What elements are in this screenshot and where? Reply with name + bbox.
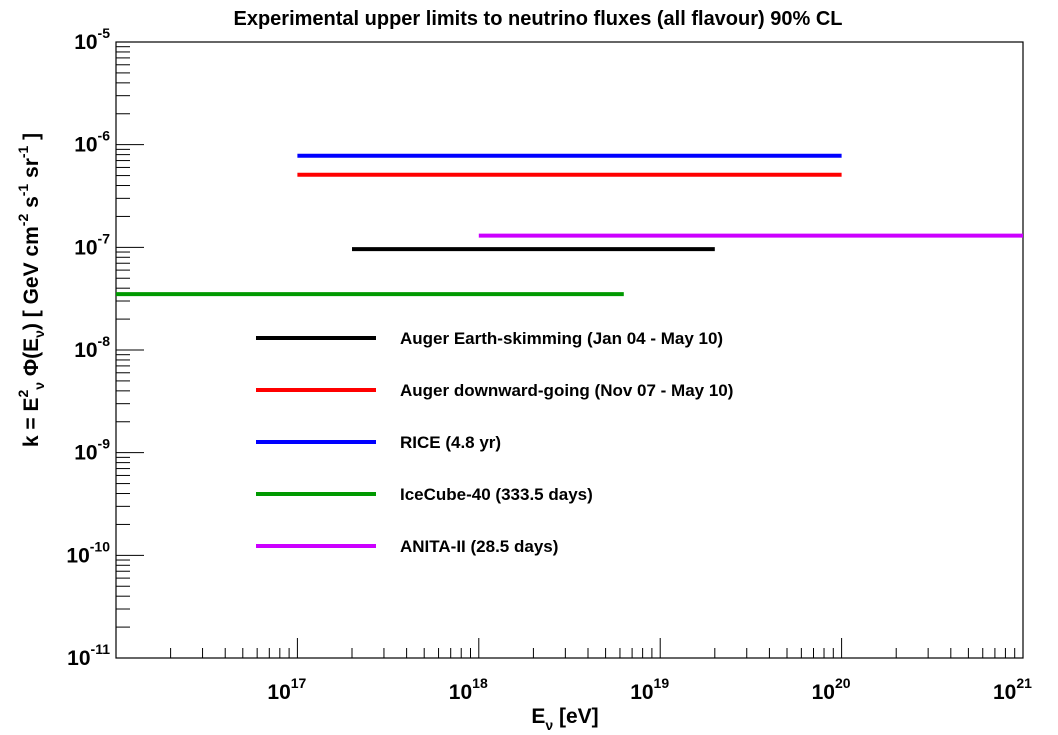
y-tick-label: 10-10 [66, 538, 110, 567]
y-tick-label: 10-5 [74, 25, 110, 54]
x-tick-labels: 1017 1018 1019 1020 1021 [267, 675, 1032, 704]
legend-label-5: ANITA-II (28.5 days) [400, 537, 558, 556]
legend-label-4: IceCube-40 (333.5 days) [400, 485, 593, 504]
series-lines [116, 153, 1023, 297]
y-tick-label: 10-7 [74, 230, 110, 259]
legend-label-3: RICE (4.8 yr) [400, 433, 501, 452]
legend: Auger Earth-skimming (Jan 04 - May 10) Au… [256, 329, 733, 556]
plot-frame [115, 41, 1024, 659]
axis-ticks [115, 46, 1016, 659]
y-axis-label: k = E2ν Φ(Eν) [ GeV cm-2 s-1 sr-1 ] [15, 133, 47, 447]
legend-label-1: Auger Earth-skimming (Jan 04 - May 10) [400, 329, 723, 348]
y-tick-label: 10-6 [74, 128, 110, 157]
x-tick-label: 1020 [812, 675, 851, 704]
x-axis-label: Eν [eV] [531, 705, 598, 733]
x-tick-label: 1019 [630, 675, 669, 704]
y-tick-labels: 10-11 10-10 10-9 10-8 10-7 10-6 10-5 [66, 25, 110, 670]
x-tick-label: 1021 [993, 675, 1032, 704]
legend-label-2: Auger downward-going (Nov 07 - May 10) [400, 381, 733, 400]
x-tick-label: 1017 [267, 675, 306, 704]
y-tick-label: 10-9 [74, 436, 110, 465]
y-tick-label: 10-8 [74, 333, 110, 362]
y-tick-label: 10-11 [67, 641, 110, 670]
x-tick-label: 1018 [449, 675, 488, 704]
chart-title: Experimental upper limits to neutrino fl… [233, 8, 842, 30]
